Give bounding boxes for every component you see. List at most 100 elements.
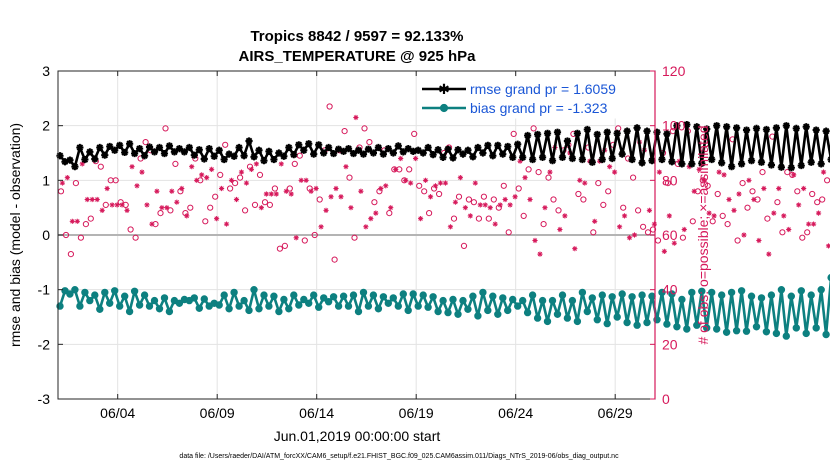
bias-point xyxy=(71,286,79,294)
rmse-point xyxy=(315,141,323,149)
bias-point xyxy=(399,290,407,298)
obs-assimilated-point xyxy=(179,185,185,192)
obs-possible-point xyxy=(535,169,542,176)
bias-point xyxy=(379,293,388,301)
obs-possible-point xyxy=(301,237,308,244)
rmse-point xyxy=(543,129,552,137)
rmse-point xyxy=(155,143,164,152)
obs-possible-point xyxy=(605,188,612,195)
rmse-point xyxy=(509,153,517,161)
rmse-point xyxy=(807,158,815,166)
obs-possible-point xyxy=(774,199,781,206)
rmse-point xyxy=(742,126,751,134)
obs-assimilated-point xyxy=(691,188,697,194)
bias-point xyxy=(638,291,646,299)
obs-possible-point xyxy=(361,125,368,132)
obs-assimilated-point xyxy=(527,196,533,203)
obs-assimilated-point xyxy=(154,188,160,194)
x-axis-label: Jun.01,2019 00:00:00 start xyxy=(274,428,441,444)
obs-assimilated-point xyxy=(368,216,374,222)
obs-possible-point xyxy=(167,207,174,214)
obs-assimilated-point xyxy=(164,205,170,211)
obs-assimilated-point xyxy=(308,188,314,194)
obs-assimilated-point xyxy=(89,196,95,203)
rmse-point xyxy=(121,148,129,157)
obs-possible-point xyxy=(819,196,826,203)
rmse-point xyxy=(708,155,716,164)
obs-assimilated-point xyxy=(452,199,459,205)
obs-assimilated-point xyxy=(572,246,578,252)
rmse-point xyxy=(713,122,721,130)
rmse-point xyxy=(718,159,726,167)
bias-point xyxy=(344,302,353,310)
obs-assimilated-point xyxy=(84,196,90,203)
y-tick-label: 2 xyxy=(42,118,50,134)
obs-possible-point xyxy=(480,193,487,200)
obs-assimilated-point xyxy=(666,213,672,219)
obs-possible-point xyxy=(366,139,373,146)
obs-assimilated-point xyxy=(204,175,210,181)
bias-point xyxy=(608,293,616,301)
bias-point xyxy=(190,294,199,302)
obs-assimilated-point xyxy=(373,210,379,216)
bias-point xyxy=(598,291,606,299)
obs-assimilated-point xyxy=(218,185,225,192)
rmse-point xyxy=(623,127,631,135)
obs-possible-point xyxy=(57,188,65,195)
rmse-point xyxy=(777,163,785,171)
obs-assimilated-point xyxy=(64,175,70,181)
rmse-point xyxy=(140,152,149,160)
rmse-point xyxy=(668,158,676,166)
obs-assimilated-point xyxy=(358,188,364,194)
obs-possible-point xyxy=(510,130,517,137)
obs-assimilated-point xyxy=(268,191,274,197)
bias-point xyxy=(722,328,731,336)
bias-point xyxy=(434,307,442,316)
obs-possible-point xyxy=(460,242,468,249)
obs-assimilated-point xyxy=(457,175,463,181)
rmse-point xyxy=(424,143,432,152)
rmse-point xyxy=(170,148,179,156)
footnote: data file: /Users/raeder/DAI/ATM_forcXX/… xyxy=(179,453,619,460)
obs-assimilated-point xyxy=(408,180,414,186)
obs-assimilated-point xyxy=(537,251,543,257)
rmse-point xyxy=(479,149,487,157)
rmse-point xyxy=(474,143,482,152)
bias-point xyxy=(742,327,751,335)
rmse-point xyxy=(698,159,706,167)
obs-possible-point xyxy=(271,185,278,192)
rmse-point xyxy=(548,157,557,165)
obs-possible-point xyxy=(351,234,358,241)
obs-assimilated-point xyxy=(298,177,304,183)
bias-point xyxy=(509,295,517,304)
obs-assimilated-point xyxy=(711,213,717,219)
rmse-point xyxy=(160,149,169,158)
bias-point xyxy=(519,296,527,305)
bias-point xyxy=(533,314,542,322)
obs-assimilated-point xyxy=(139,169,145,175)
rmse-point xyxy=(245,137,253,145)
rmse-point xyxy=(573,129,581,137)
bias-point xyxy=(96,305,104,313)
rmse-point xyxy=(145,143,154,151)
bias-point xyxy=(797,287,805,295)
obs-possible-point xyxy=(739,180,746,187)
rmse-point xyxy=(250,153,258,161)
bias-point xyxy=(374,305,383,313)
rmse-point xyxy=(359,150,368,158)
obs-assimilated-point xyxy=(323,207,329,213)
bias-point xyxy=(454,310,462,318)
bias-point xyxy=(111,287,119,295)
obs-possible-point xyxy=(72,180,80,187)
rmse-point xyxy=(190,151,198,159)
obs-possible-point xyxy=(251,201,259,208)
obs-possible-point xyxy=(455,193,463,200)
rmse-point xyxy=(757,158,766,166)
rmse-point xyxy=(339,147,348,155)
rmse-point xyxy=(797,161,805,170)
bias-point xyxy=(479,288,487,297)
obs-possible-point xyxy=(799,234,806,241)
rmse-point xyxy=(533,130,542,139)
obs-assimilated-point xyxy=(114,202,120,208)
obs-assimilated-point xyxy=(437,180,444,186)
